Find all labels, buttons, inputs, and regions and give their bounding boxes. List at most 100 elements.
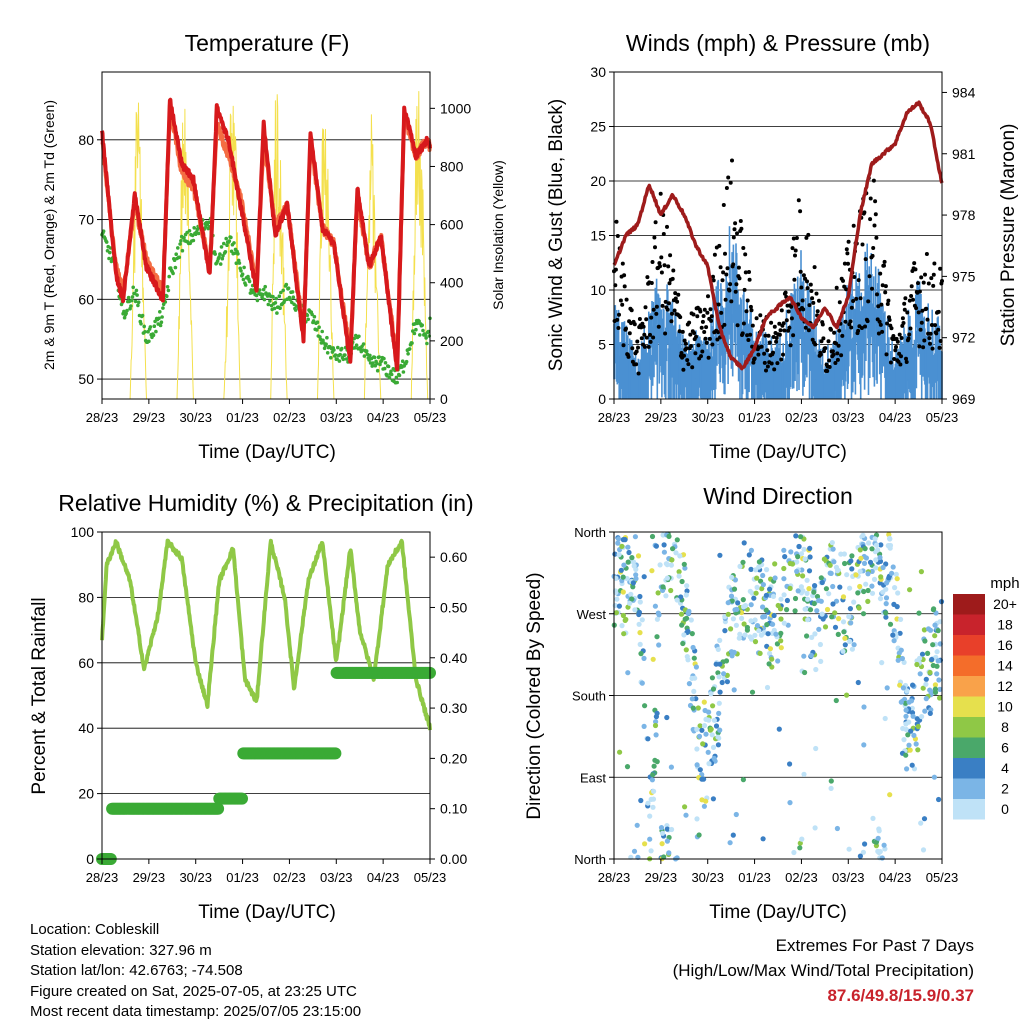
direction-point [906,699,912,705]
gust-point [704,340,709,345]
direction-point [719,679,725,686]
direction-point [920,685,926,691]
gust-point [652,235,657,240]
direction-point [633,576,639,582]
x-tick-label: 02/23 [785,410,818,425]
legend-label: 10 [997,699,1013,715]
direction-point [754,584,760,591]
direction-point [805,617,811,623]
gust-point [615,317,620,322]
direction-point [823,586,830,592]
gust-point [679,351,684,355]
direction-point [847,638,853,645]
gust-point [663,299,668,304]
gust-point [749,308,754,313]
direction-point [873,557,879,563]
direction-point [873,542,880,548]
direction-point [764,643,770,649]
gust-point [892,357,897,361]
dewpoint-point [275,311,279,315]
direction-point [811,589,817,595]
dewpoint-point [107,256,111,261]
gust-point [815,309,820,314]
dewpoint-point [151,333,156,338]
dewpoint-point [426,329,431,334]
gust-point [769,320,774,325]
dewpoint-point [207,220,211,224]
gust-point [831,352,836,357]
gust-point [812,265,817,270]
direction-point [914,716,920,722]
direction-point [650,796,657,802]
gust-point [670,276,675,281]
dewpoint-point [344,357,349,361]
gust-point [805,286,810,291]
gust-point [621,343,626,348]
direction-point [641,574,647,580]
gust-point [788,343,793,348]
direction-point [847,585,853,591]
direction-point [934,671,940,677]
direction-point [816,597,822,604]
direction-point [657,562,663,568]
temperature-panel: Temperature (F) 50 60 70 80 0 200 400 600 800 10… [41,30,506,463]
direction-point [748,547,755,554]
gust-point [775,361,780,366]
temp-2m-series [100,97,432,372]
gust-point [654,311,659,316]
gust-point [821,336,826,341]
dewpoint-point [261,287,266,292]
dewpoint-point [414,327,418,332]
dewpoint-point [312,314,317,319]
direction-point [781,620,787,626]
gust-point [669,319,674,324]
direction-point [802,669,808,676]
dewpoint-point [258,288,262,292]
direction-point [930,607,937,613]
elevation-text: Station elevation: 327.96 m [30,941,212,959]
direction-point [652,603,659,609]
direction-point [869,568,875,575]
gust-point [772,367,777,372]
direction-point [616,552,622,558]
gust-point [680,329,685,334]
direction-point [797,845,803,851]
gust-point [902,307,907,312]
gust-point [646,344,651,349]
gust-point [681,367,686,372]
direction-point [923,696,929,702]
direction-point [921,627,928,633]
direction-point [710,744,717,751]
direction-point [903,707,909,713]
dewpoint-point [147,339,151,344]
gust-point [833,361,838,365]
dewpoint-point [395,380,400,385]
direction-point [937,686,943,693]
direction-point [715,646,721,653]
gust-point [826,339,831,344]
x-tick-label: 02/23 [785,870,818,885]
extremes-box: Extremes For Past 7 Days (High/Low/Max W… [673,933,974,1008]
direction-point [903,721,909,727]
direction-point [637,599,643,605]
dewpoint-point [375,368,380,373]
gust-point [756,352,761,357]
gust-point [699,354,703,359]
gust-point [916,310,921,315]
direction-point [781,592,787,598]
y-tick-label: 40 [78,720,94,736]
dewpoint-point [329,355,333,360]
gust-point [654,304,659,309]
direction-point [674,855,680,861]
direction-point [684,615,690,621]
direction-point [639,680,645,686]
gust-point [848,319,853,324]
gust-point [634,349,639,354]
gust-point [672,308,677,313]
gust-point [620,302,625,307]
gust-point [825,369,830,373]
dewpoint-point [286,286,291,291]
gust-point [712,252,717,257]
gust-point [723,251,727,256]
direction-point [834,825,841,832]
